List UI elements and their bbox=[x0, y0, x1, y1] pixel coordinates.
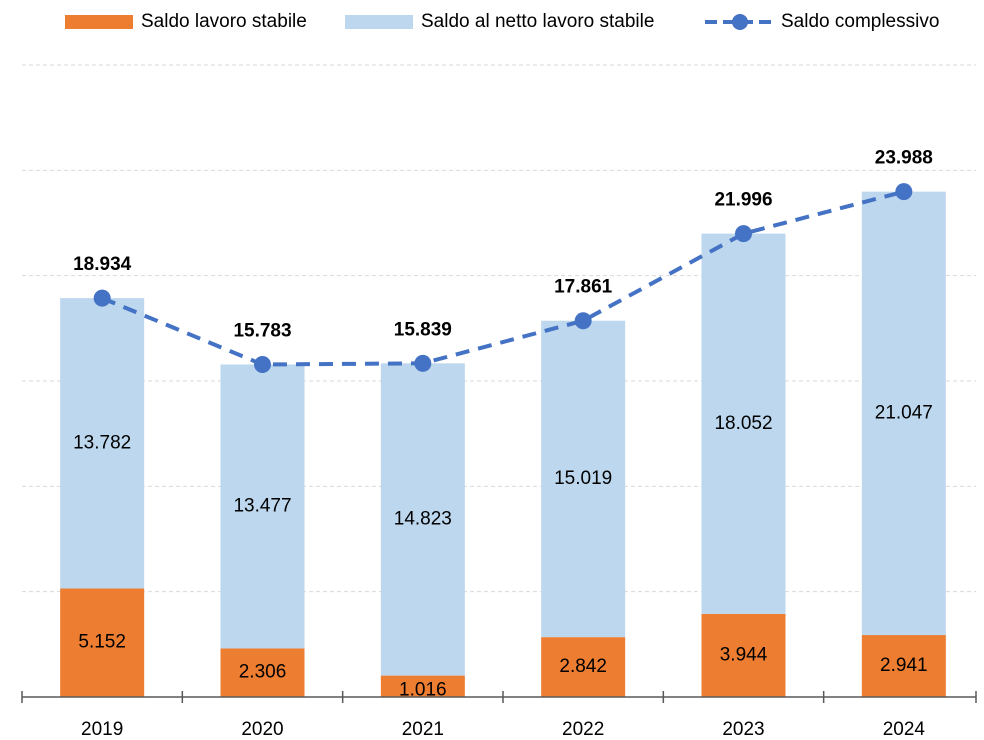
x-tick-label: 2021 bbox=[402, 719, 444, 740]
bar-value-label: 1.016 bbox=[399, 679, 447, 700]
bar bbox=[220, 364, 305, 649]
legend-label: Saldo lavoro stabile bbox=[141, 11, 307, 32]
bar-value-label: 5.152 bbox=[78, 632, 126, 653]
line-point bbox=[574, 312, 592, 330]
bar bbox=[220, 648, 305, 697]
line-value-label: 15.783 bbox=[233, 321, 291, 342]
line-value-label: 21.996 bbox=[714, 190, 772, 211]
bar bbox=[701, 613, 786, 697]
bar-value-label: 13.477 bbox=[233, 495, 291, 516]
legend-label: Saldo complessivo bbox=[781, 11, 939, 32]
bar bbox=[380, 363, 465, 676]
x-tick-label: 2020 bbox=[241, 719, 283, 740]
bar-value-label: 2.842 bbox=[559, 656, 607, 677]
bar bbox=[541, 320, 626, 638]
line-value-label: 17.861 bbox=[554, 277, 613, 298]
line-point bbox=[254, 356, 271, 374]
line-value-label: 18.934 bbox=[73, 254, 132, 275]
bar-value-label: 21.047 bbox=[875, 402, 933, 423]
bar-value-label: 13.782 bbox=[73, 432, 131, 453]
bar-value-label: 2.941 bbox=[880, 655, 928, 676]
bar bbox=[60, 588, 145, 697]
legend-swatch bbox=[65, 15, 133, 29]
line-point bbox=[93, 289, 111, 307]
legend-dot bbox=[732, 14, 748, 30]
line-point bbox=[895, 183, 913, 201]
bar-value-label: 18.052 bbox=[714, 413, 772, 434]
line-value-label: 23.988 bbox=[875, 148, 933, 169]
bar bbox=[701, 233, 786, 614]
bar bbox=[861, 635, 946, 697]
bar bbox=[60, 298, 145, 589]
line-point bbox=[735, 225, 752, 243]
legend-label: Saldo al netto lavoro stabile bbox=[421, 11, 654, 32]
x-tick-label: 2023 bbox=[722, 719, 764, 740]
legend-swatch bbox=[345, 15, 413, 29]
line-point bbox=[414, 354, 432, 372]
x-tick-label: 2024 bbox=[883, 719, 926, 740]
bar bbox=[380, 675, 465, 697]
x-tick-label: 2019 bbox=[81, 719, 123, 740]
x-tick-label: 2022 bbox=[562, 719, 604, 740]
bar bbox=[541, 637, 626, 697]
bar bbox=[861, 191, 946, 636]
bar-value-label: 2.306 bbox=[239, 662, 287, 683]
line bbox=[101, 189, 905, 367]
line-value-label: 15.839 bbox=[394, 319, 452, 340]
bar-value-label: 14.823 bbox=[394, 508, 452, 529]
bar-value-label: 15.019 bbox=[554, 468, 612, 489]
bar-value-label: 3.944 bbox=[720, 644, 768, 665]
